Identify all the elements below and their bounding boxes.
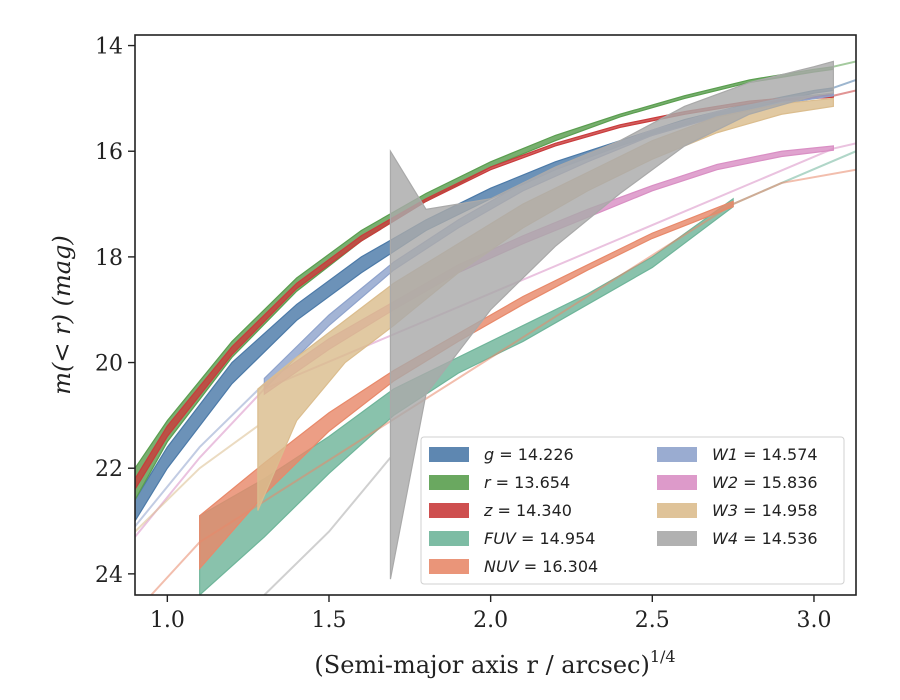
y-tick-label: 18 [95, 246, 123, 271]
series-z-extension [833, 89, 856, 97]
legend-item-w4: W4 = 14.536 [657, 529, 818, 548]
legend-item-g: g = 14.226 [429, 445, 574, 464]
legend: g = 14.226 r = 13.654 z = 14.340 FUV = 14.9… [420, 436, 845, 585]
legend-item-z: z = 14.340 [429, 501, 572, 520]
legend-swatch [429, 503, 469, 518]
x-tick-label: 3.0 [796, 608, 831, 633]
series-w4-extension [263, 457, 392, 595]
series-w4-band [389, 60, 834, 580]
legend-swatch [429, 531, 469, 546]
y-tick-label: 22 [95, 457, 123, 482]
y-tick-label: 24 [95, 563, 123, 588]
series-w1-extension [135, 382, 266, 527]
series-w4 [263, 60, 834, 595]
y-axis-label: m(< r) (mag) [48, 235, 76, 394]
x-tick-label: 2.5 [635, 608, 670, 633]
x-axis-label: (Semi-major axis r / arcsec)1/4 [314, 647, 675, 679]
legend-label: g = 14.226 [484, 445, 574, 464]
legend-label: W1 = 14.574 [712, 445, 818, 464]
legend-item-nuv: NUV = 16.304 [429, 557, 598, 576]
legend-label: NUV = 16.304 [484, 557, 598, 576]
x-axis-label-main: (Semi-major axis r / arcsec) [314, 651, 649, 679]
legend-swatch [657, 475, 697, 490]
series-layer [135, 60, 856, 595]
legend-label: W2 = 15.836 [712, 473, 818, 492]
y-tick-label: 16 [95, 140, 123, 165]
legend-item-r: r = 13.654 [429, 473, 570, 492]
legend-label: W3 = 14.958 [712, 501, 818, 520]
series-g-extension [833, 78, 856, 89]
y-tick-label: 20 [95, 352, 123, 377]
legend-item-w2: W2 = 15.836 [657, 473, 818, 492]
legend-item-w3: W3 = 14.958 [657, 501, 818, 520]
ticks-layer: 1.0 1.5 2.0 2.5 3.0 14 16 18 20 22 24 [95, 35, 831, 633]
series-w3-extension [135, 425, 259, 533]
legend-label: z = 14.340 [483, 501, 572, 520]
plot-frame [134, 34, 857, 596]
y-tick-label: 14 [95, 35, 123, 60]
legend-item-fuv: FUV = 14.954 [429, 529, 595, 548]
legend-item-w1: W1 = 14.574 [657, 445, 818, 464]
legend-swatch [429, 559, 469, 574]
x-tick-label: 1.0 [150, 608, 185, 633]
legend-swatch [429, 475, 469, 490]
legend-label: r = 13.654 [484, 473, 570, 492]
series-z-band [135, 94, 834, 491]
x-axis-label-sup: 1/4 [650, 647, 676, 666]
legend-label: W4 = 14.536 [712, 529, 818, 548]
series-z [135, 89, 856, 491]
legend-swatch [429, 447, 469, 462]
legend-swatch [657, 503, 697, 518]
x-tick-label: 1.5 [311, 608, 346, 633]
series-r-extension [833, 60, 856, 68]
x-tick-label: 2.0 [473, 608, 508, 633]
legend-swatch [657, 447, 697, 462]
legend-swatch [657, 531, 697, 546]
legend-frame [420, 436, 845, 585]
legend-label: FUV = 14.954 [484, 529, 595, 548]
